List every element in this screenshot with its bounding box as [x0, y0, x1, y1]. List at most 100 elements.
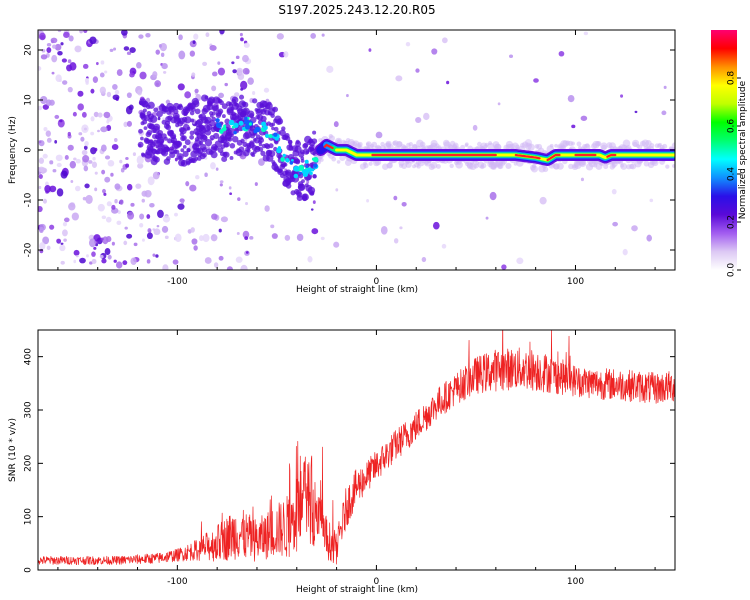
ridge-halo	[208, 119, 216, 127]
ridge-clump	[268, 134, 273, 139]
spectrogram-noise-blob	[106, 236, 112, 243]
spectrogram-noise-blob	[152, 253, 156, 257]
ridge-halo	[178, 155, 183, 160]
snr-series-line	[38, 330, 675, 566]
spectrogram-noise-blob	[80, 136, 85, 142]
colorbar: 0.0 0.2 0.4 0.6 0.8 Normalized spectral ampl…	[711, 30, 748, 277]
colorbar-tick-label: 0.4	[727, 167, 737, 182]
spectrogram-noise-blob	[501, 264, 507, 270]
spectrogram-noise-blob	[38, 140, 42, 144]
y-tick-label: 300	[24, 401, 34, 418]
spectrogram-noise-blob	[177, 83, 185, 91]
spectrogram-noise-blob	[333, 121, 339, 128]
ridge-clump	[244, 119, 250, 125]
ridge-halo	[671, 142, 675, 150]
spectrogram-noise-blob	[489, 191, 497, 201]
spectrogram-noise-blob	[60, 42, 64, 46]
spectrogram-noise-blob	[320, 236, 325, 241]
ridge-halo	[227, 137, 233, 142]
spectrogram-noise-blob	[68, 202, 76, 211]
spectrogram-noise-blob	[81, 149, 88, 156]
spectrogram-noise-blob	[114, 183, 121, 190]
spectrogram-noise-blob	[204, 172, 208, 177]
y-tick-label: 0	[24, 147, 34, 153]
ridge-halo	[270, 113, 275, 118]
spectrogram-noise-blob	[70, 179, 74, 183]
ridge-halo	[149, 115, 158, 123]
spectrogram-noise-blob	[61, 58, 67, 63]
spectrogram-noise-blob	[84, 183, 90, 189]
spectrogram-noise-blob	[92, 156, 96, 161]
spectrogram-noise-blob	[44, 184, 51, 193]
spectrogram-noise-blob	[147, 176, 155, 186]
spectrogram-noise-blob	[97, 203, 105, 212]
colorbar-tick-label: 0.6	[727, 119, 737, 134]
spectrogram-noise-blob	[74, 45, 82, 53]
spectrogram-noise-blob	[152, 71, 158, 78]
spectrogram-noise-blob	[79, 30, 84, 34]
ridge-halo	[182, 150, 189, 158]
spectrogram-noise-blob	[283, 51, 289, 58]
spectrogram-noise-blob	[158, 43, 162, 48]
spectrogram-noise-blob	[226, 266, 233, 270]
spectrogram-noise-blob	[57, 51, 63, 56]
spectrogram-noise-blob	[85, 80, 89, 85]
snr-y-ticks: 0 100 200 300 400	[24, 348, 675, 573]
ridge-halo	[198, 140, 204, 145]
spectrogram-noise-blob	[162, 215, 171, 223]
spectrogram-noise-blob	[245, 201, 249, 206]
spectrogram-noise-blob	[78, 132, 83, 136]
spectrogram-noise-blob	[93, 111, 99, 118]
snr-background	[38, 330, 675, 570]
ridge-halo	[223, 140, 230, 148]
spectrogram-noise-blob	[112, 83, 118, 90]
spectrogram-noise-blob	[83, 145, 88, 150]
spectrogram-noise-blob	[174, 233, 182, 243]
ridge-halo	[153, 107, 159, 113]
spectrogram-noise-blob	[311, 228, 319, 235]
spectrogram-noise-blob	[649, 198, 654, 203]
spectrogram-noise-blob	[88, 238, 96, 248]
spectrogram-noise-blob	[106, 201, 112, 207]
ridge-halo	[649, 143, 655, 149]
spectrogram-noise-blob	[100, 237, 104, 241]
ridge-clump	[293, 173, 299, 179]
spectrogram-noise-blob	[101, 215, 107, 220]
ridge-halo	[153, 156, 160, 163]
spectrogram-noise-blob	[102, 188, 106, 194]
spectrogram-noise-blob	[83, 127, 87, 131]
spectrogram-noise-blob	[106, 91, 112, 98]
ridge-clump	[313, 163, 318, 168]
spectrogram-noise-blob	[146, 259, 151, 264]
spectrogram-noise-blob	[67, 144, 74, 151]
spectrogram-noise-blob	[125, 157, 129, 161]
spectrogram-noise-blob	[243, 42, 250, 48]
spectrogram-noise-blob	[161, 225, 169, 233]
spectrogram-noise-blob	[415, 116, 422, 124]
ridge-halo	[211, 104, 220, 112]
spectrogram-noise-blob	[307, 255, 313, 263]
ridge-halo	[464, 143, 469, 148]
spectrogram-noise-blob	[156, 224, 160, 228]
colorbar-scale	[711, 30, 737, 270]
ridge-halo	[242, 141, 248, 148]
spectrogram-noise-blob	[100, 126, 108, 133]
ridge-halo	[138, 128, 143, 134]
spectrogram-noise-blob	[145, 32, 151, 38]
ridge-halo	[146, 129, 153, 136]
ridge-halo	[246, 148, 251, 153]
spectrogram-noise-blob	[124, 226, 128, 230]
spectrogram-noise-blob	[103, 192, 107, 196]
spectrogram-noise-blob	[401, 201, 407, 207]
spectrogram-noise-blob	[137, 163, 144, 169]
spectrogram-noise-blob	[83, 165, 89, 172]
spectrogram-noise-blob	[79, 257, 86, 264]
spectrogram-noise-blob	[129, 47, 136, 54]
ridge-halo	[272, 106, 279, 113]
spectrogram-noise-blob	[83, 30, 88, 34]
spectrogram-noise-blob	[39, 242, 46, 250]
spectrogram-noise-blob	[141, 190, 148, 197]
spectrogram-noise-blob	[107, 254, 112, 260]
ridge-halo	[570, 141, 575, 146]
spectrogram-noise-blob	[284, 234, 291, 241]
